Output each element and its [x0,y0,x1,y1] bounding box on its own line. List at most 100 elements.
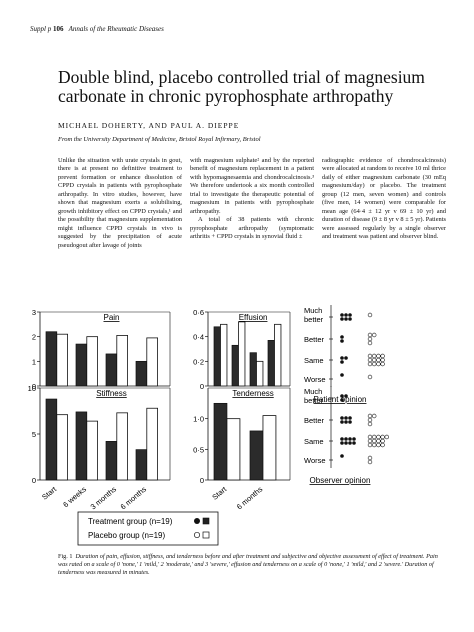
treatment-dot [340,437,344,441]
placebo-dot [367,374,373,380]
legend-box: Treatment group (n=19) Placebo group (n=… [77,511,219,546]
placebo-dot [367,357,373,363]
placebo-dot [376,357,381,363]
x-tick-label: 6 weeks [61,484,88,509]
placebo-dot [367,455,373,461]
placebo-dot [380,353,385,359]
legend-treatment-dot [194,518,200,524]
treatment-dot [348,441,352,445]
placebo-dot [367,336,373,342]
patient-opinion-title: Patient opinion [314,395,367,404]
treatment-dot [348,437,352,441]
placebo-dot [367,353,373,359]
row-label: Much [304,306,322,315]
bar-panel-3: Tenderness 0 0·5 1·0 [193,387,291,485]
placebo-dot [367,459,373,465]
bar-panel-2: Stiffness 0 5 10 [28,384,171,485]
observer-opinion-title: Observer opinion [310,476,371,485]
placebo-dot [380,438,385,444]
row-label: better [304,396,324,405]
x-tick-label: Start [40,484,59,502]
figure-1: Pain 0 1 2 3 Effusion 0 0·2 0·4 0·6 Stiffness 0 5 10 T… [28,305,389,546]
placebo-bar [56,414,68,481]
treatment-dot [344,394,348,398]
affiliation: From the University Department of Medici… [58,136,261,143]
treatment-dot [340,420,344,424]
figure-caption: Fig. 1 Duration of pain, effusion, stiff… [58,553,448,577]
placebo-dot [380,434,385,440]
placebo-bar [226,418,241,481]
placebo-dot [380,442,385,448]
placebo-bar [116,335,129,387]
placebo-bar [238,321,246,387]
body-column-3: radiographic evidence of chondrocalcinos… [322,157,446,242]
placebo-dot [380,361,385,367]
y-tick-label: 0 [200,476,204,485]
placebo-dot [367,340,373,346]
y-tick-label: 0 [200,382,204,391]
treatment-dot [348,313,352,317]
placebo-dot [367,361,373,367]
placebo-bar [86,336,99,387]
y-tick-label: 3 [32,308,36,317]
legend-frame [77,511,219,546]
placebo-dot [372,413,377,419]
authors: MICHAEL DOHERTY, AND PAUL A. DIEPPE [58,121,240,130]
treatment-dot [340,339,344,343]
bar-panel-0: Pain 0 1 2 3 [32,308,171,391]
placebo-dot [372,353,377,359]
treatment-bar [45,398,58,481]
treatment-dot [344,420,348,424]
treatment-dot [340,313,344,317]
treatment-dot [340,356,344,360]
y-tick-label: 0 [32,382,36,391]
treatment-dot [344,317,348,321]
placebo-bar [146,337,159,387]
treatment-dot [352,441,356,445]
bar-panels: Pain 0 1 2 3 Effusion 0 0·2 0·4 0·6 Stiffness 0 5 10 T… [28,308,291,511]
placebo-bar [274,323,282,387]
placebo-dot [367,442,373,448]
header-journal: Annals of the Rheumatic Diseases [68,25,164,33]
legend-treatment-bar [202,517,210,525]
placebo-dot [372,434,377,440]
placebo-dot [367,413,373,419]
placebo-dot [376,361,381,367]
placebo-dot [367,417,373,423]
treatment-bar [135,360,148,387]
placebo-bar [56,333,68,387]
placebo-dot [367,312,373,318]
placebo-bar [256,360,264,387]
treatment-bar [105,441,118,481]
row-label: Much [304,387,322,396]
panel-title: Tenderness [232,389,273,398]
row-label: Worse [304,375,326,384]
placebo-dot [376,353,381,359]
treatment-dot [352,437,356,441]
placebo-bar [86,420,99,481]
placebo-dot [367,434,373,440]
treatment-bar [105,353,118,387]
y-tick-label: 0·4 [193,333,204,342]
legend-placebo-bar [202,531,210,539]
placebo-dot [367,332,373,338]
y-tick-label: 2 [32,333,36,342]
paragraph: with magnesium sulphate² and by the repo… [190,157,314,215]
treatment-bar [267,340,275,387]
y-tick-label: 0·6 [193,308,204,317]
placebo-dot [372,361,377,367]
body-column-2: with magnesium sulphate² and by the repo… [190,157,314,242]
y-tick-label: 1·0 [193,415,204,424]
paragraph: radiographic evidence of chondrocalcinos… [322,157,446,241]
treatment-dot [340,441,344,445]
treatment-dot [340,373,344,377]
placebo-dot [376,434,381,440]
article-title: Double blind, placebo controlled trial o… [58,67,425,106]
treatment-bar [231,344,239,387]
placebo-dot [372,357,377,363]
row-label: better [304,315,324,324]
body-column-1: Unlike the situation with urate crystals… [58,157,182,250]
treatment-bar [45,331,58,387]
legend-placebo-dot [193,531,201,539]
treatment-dot [344,356,348,360]
